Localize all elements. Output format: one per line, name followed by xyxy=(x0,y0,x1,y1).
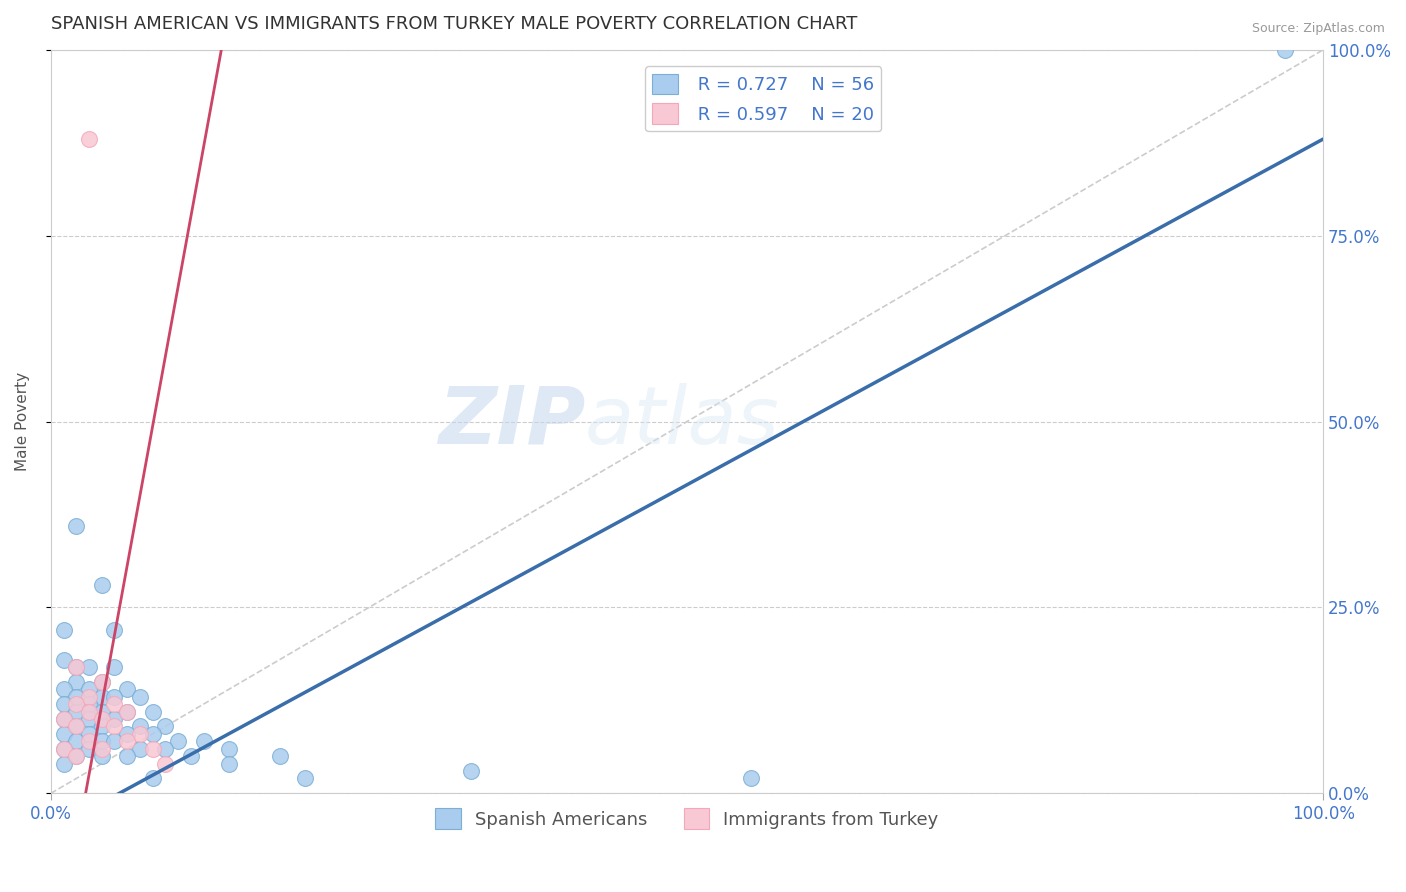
Point xyxy=(65,660,87,674)
Text: atlas: atlas xyxy=(585,383,780,460)
Point xyxy=(52,727,75,741)
Point xyxy=(77,741,100,756)
Point xyxy=(90,705,112,719)
Point xyxy=(740,772,762,786)
Point xyxy=(90,741,112,756)
Point xyxy=(52,712,75,726)
Point xyxy=(65,690,87,704)
Point xyxy=(90,734,112,748)
Point xyxy=(77,712,100,726)
Point xyxy=(90,674,112,689)
Point xyxy=(90,674,112,689)
Legend: Spanish Americans, Immigrants from Turkey: Spanish Americans, Immigrants from Turke… xyxy=(429,801,946,837)
Point xyxy=(115,727,138,741)
Point xyxy=(128,727,150,741)
Point xyxy=(142,772,165,786)
Point xyxy=(65,705,87,719)
Point xyxy=(193,734,215,748)
Point xyxy=(52,741,75,756)
Text: SPANISH AMERICAN VS IMMIGRANTS FROM TURKEY MALE POVERTY CORRELATION CHART: SPANISH AMERICAN VS IMMIGRANTS FROM TURK… xyxy=(51,15,858,33)
Point xyxy=(142,741,165,756)
Point xyxy=(65,749,87,764)
Point xyxy=(218,741,240,756)
Point xyxy=(155,741,177,756)
Point xyxy=(294,772,316,786)
Point xyxy=(90,578,112,592)
Point xyxy=(103,623,125,637)
Point xyxy=(52,697,75,711)
Point xyxy=(155,756,177,771)
Point xyxy=(103,690,125,704)
Point xyxy=(142,705,165,719)
Point xyxy=(77,690,100,704)
Point xyxy=(115,749,138,764)
Point xyxy=(77,682,100,697)
Point xyxy=(167,734,190,748)
Point xyxy=(65,749,87,764)
Point xyxy=(90,712,112,726)
Point xyxy=(128,741,150,756)
Point xyxy=(65,518,87,533)
Point xyxy=(155,719,177,733)
Point xyxy=(103,734,125,748)
Point xyxy=(103,712,125,726)
Point xyxy=(52,741,75,756)
Point xyxy=(65,674,87,689)
Point xyxy=(115,705,138,719)
Point xyxy=(269,749,291,764)
Text: Source: ZipAtlas.com: Source: ZipAtlas.com xyxy=(1251,22,1385,36)
Point xyxy=(128,690,150,704)
Point xyxy=(90,690,112,704)
Point xyxy=(65,697,87,711)
Point xyxy=(115,734,138,748)
Point xyxy=(77,705,100,719)
Point xyxy=(90,749,112,764)
Point xyxy=(77,660,100,674)
Point xyxy=(103,660,125,674)
Point xyxy=(65,719,87,733)
Point xyxy=(128,719,150,733)
Point xyxy=(77,697,100,711)
Point xyxy=(460,764,482,778)
Point xyxy=(65,734,87,748)
Point xyxy=(77,734,100,748)
Point xyxy=(142,727,165,741)
Point xyxy=(52,756,75,771)
Point xyxy=(52,682,75,697)
Point xyxy=(115,705,138,719)
Text: ZIP: ZIP xyxy=(437,383,585,460)
Point xyxy=(52,652,75,666)
Point xyxy=(77,132,100,146)
Y-axis label: Male Poverty: Male Poverty xyxy=(15,372,30,471)
Point xyxy=(65,719,87,733)
Point xyxy=(103,697,125,711)
Point xyxy=(180,749,202,764)
Point xyxy=(103,719,125,733)
Point xyxy=(115,682,138,697)
Point xyxy=(52,623,75,637)
Point xyxy=(1274,43,1296,57)
Point xyxy=(52,712,75,726)
Point xyxy=(65,660,87,674)
Point xyxy=(218,756,240,771)
Point xyxy=(77,727,100,741)
Point xyxy=(90,719,112,733)
